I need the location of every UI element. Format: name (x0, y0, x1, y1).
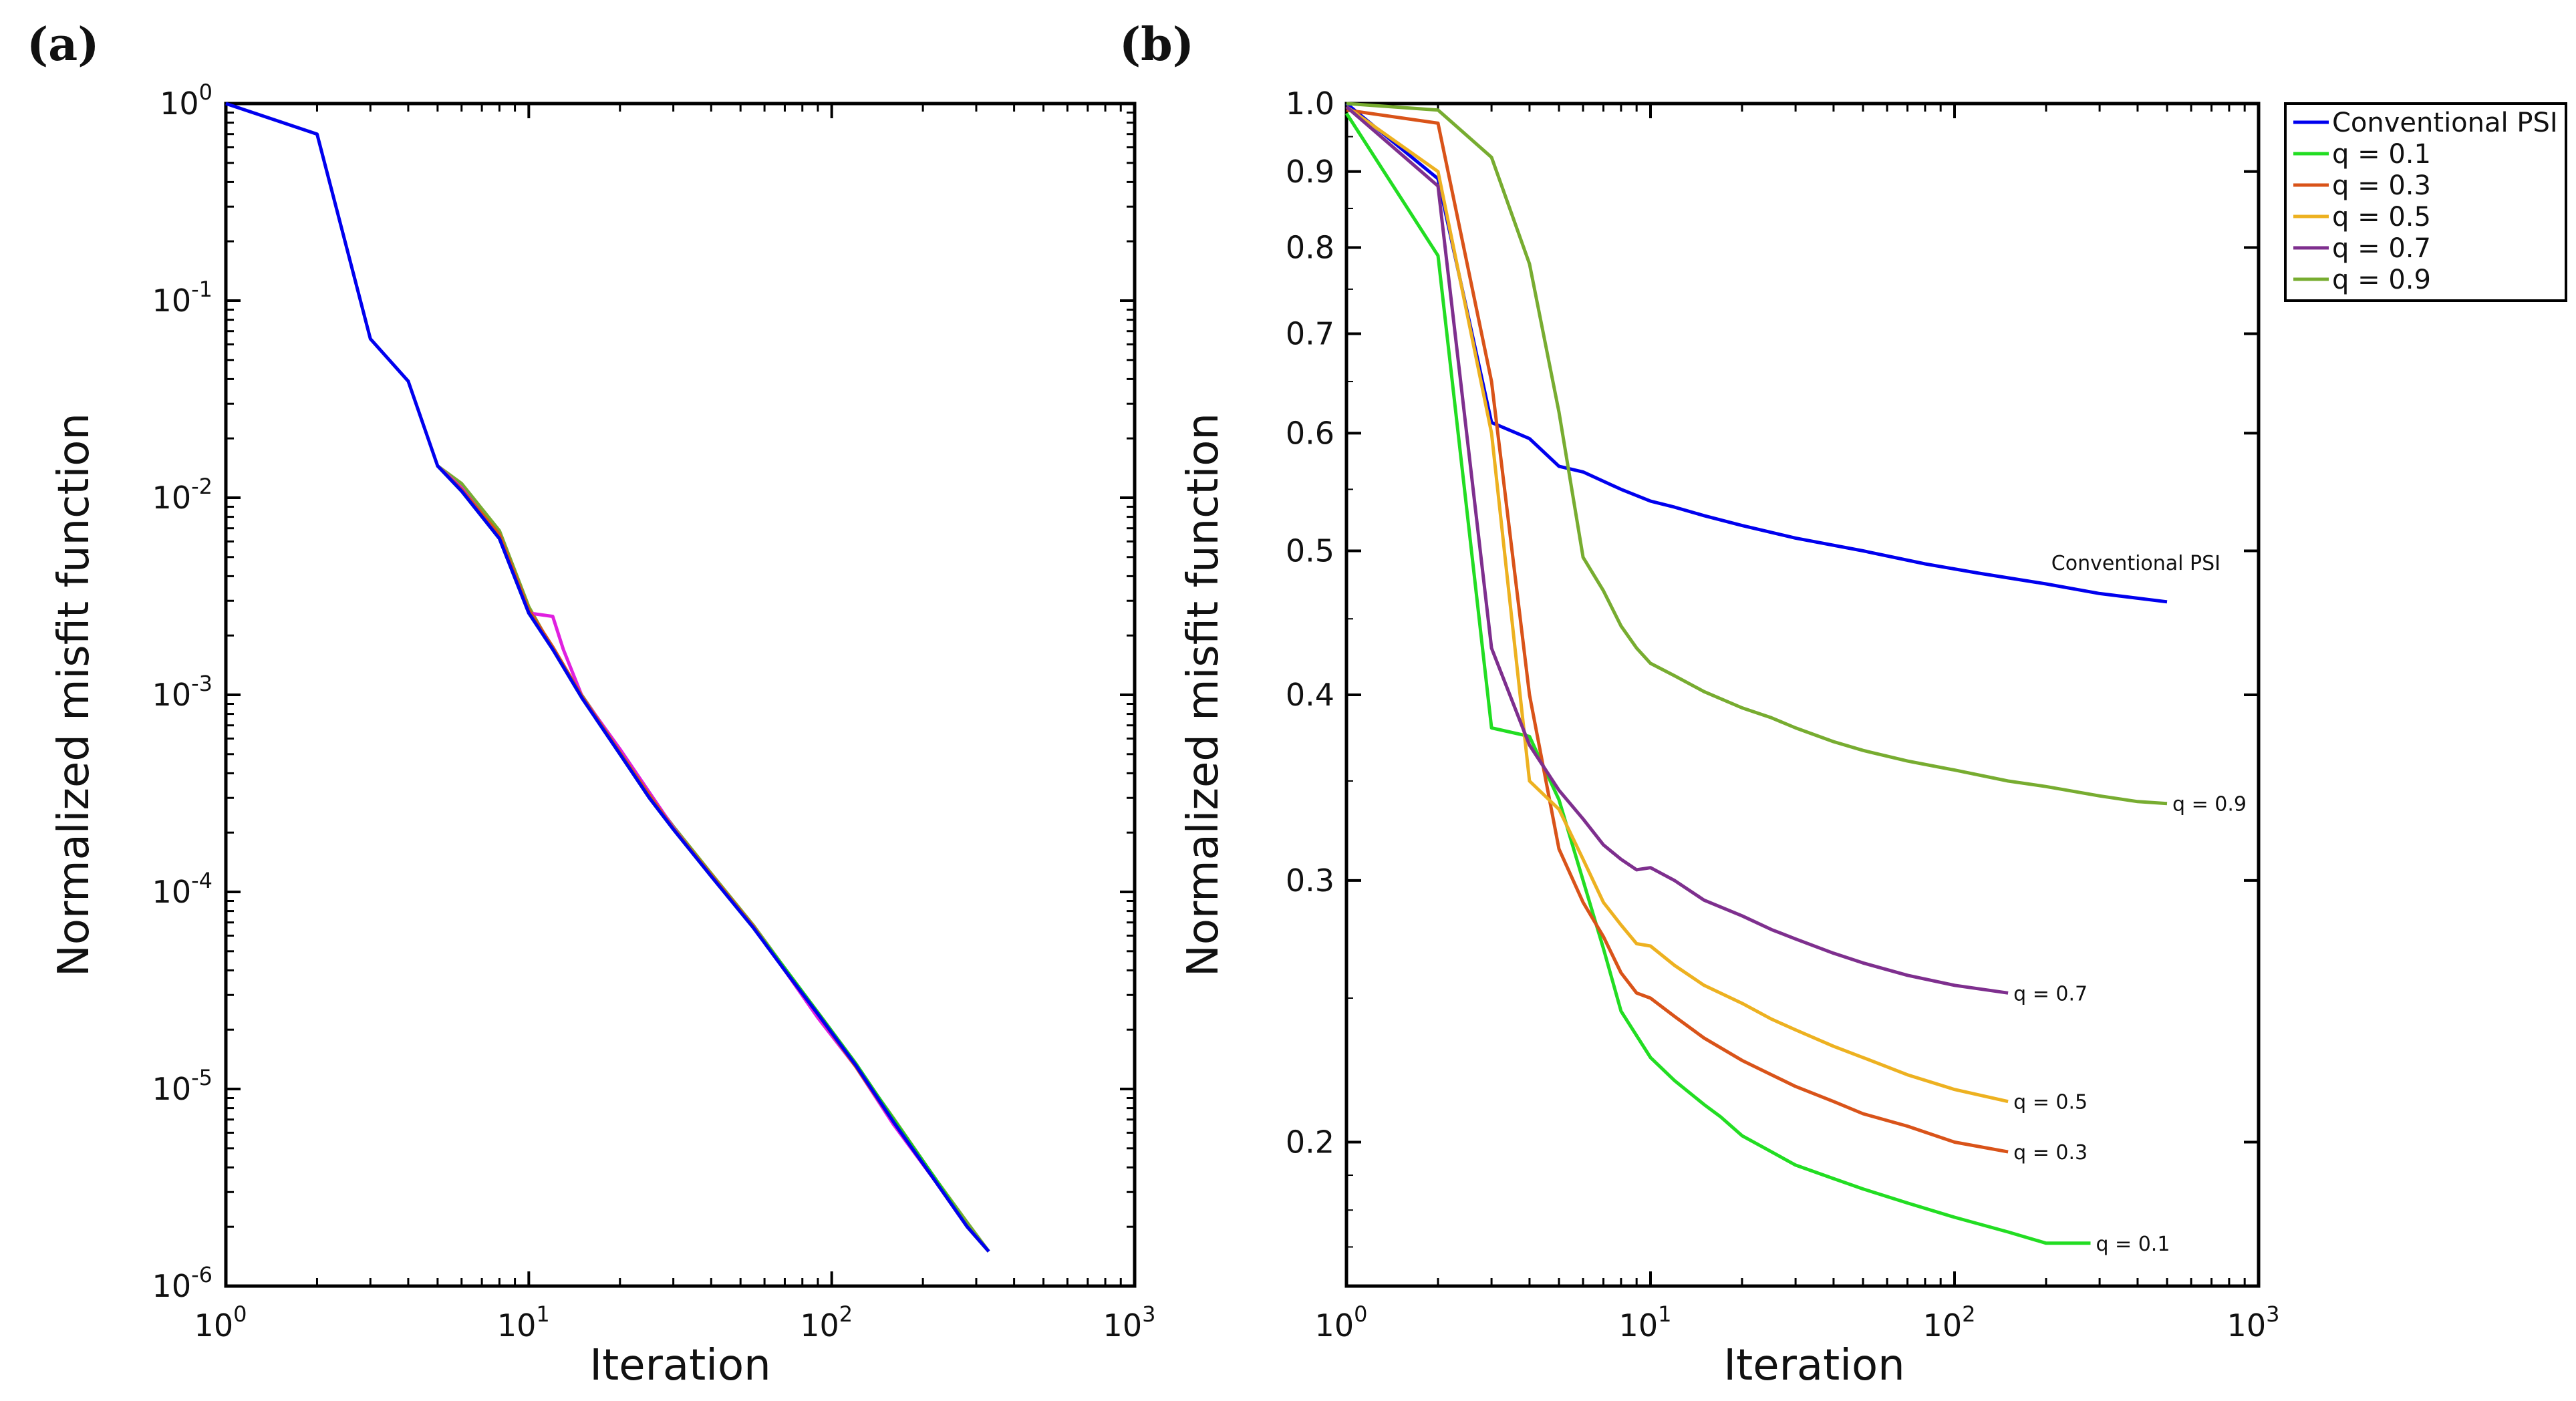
x-tick-exp: 0 (233, 1301, 247, 1327)
legend-entry: q = 0.5 (2332, 202, 2431, 232)
legend-entry: q = 0.7 (2332, 233, 2431, 264)
y-tick-exp: -1 (191, 277, 212, 302)
x-axis-label-b: Iteration (1723, 1341, 1904, 1390)
series-b (1344, 102, 2168, 1245)
series-end-label: q = 0.7 (2013, 982, 2088, 1005)
y-tick-exp: -5 (191, 1065, 212, 1090)
y-tick-exp: -2 (191, 474, 212, 499)
x-tick-base: 10 (2227, 1307, 2267, 1344)
x-tick-label: 100 (194, 1301, 247, 1344)
x-tick-exp: 2 (839, 1301, 853, 1327)
y-tick-base: 10 (152, 283, 192, 319)
x-tick-label: 101 (497, 1301, 550, 1344)
x-tick-exp: 0 (1354, 1301, 1367, 1327)
x-tick-label: 102 (1923, 1301, 1976, 1344)
y-axis-label-b: Normalized misfit function (1179, 413, 1228, 977)
y-tick-base: 10 (152, 1268, 192, 1304)
x-tick-exp: 1 (1658, 1301, 1671, 1327)
y-tick-label: 1.0 (1286, 86, 1334, 122)
plot-b: 100 101 102 103 1.00.90.80.70.60.50.40.30.2… (1286, 86, 2280, 1344)
y-tick-label: 0.2 (1286, 1124, 1334, 1160)
end-labels-b: Conventional PSI q = 0.1 q = 0.3 q = 0.5 q =… (2013, 552, 2247, 1256)
y-tick-base: 10 (152, 874, 192, 910)
x-axis-label-a: Iteration (589, 1341, 770, 1390)
x-tick-label: 100 (1315, 1301, 1368, 1344)
y-tick-label: 10-3 (152, 671, 212, 713)
panel-label-b: (b) (1119, 18, 1194, 71)
x-tick-label: 103 (2227, 1301, 2280, 1344)
x-tick-base: 10 (1923, 1307, 1963, 1344)
x-tick-label: 102 (800, 1301, 853, 1344)
y-tick-base: 10 (152, 677, 192, 713)
series-a (225, 102, 990, 1253)
y-tick-label: 0.6 (1286, 415, 1334, 451)
plot-area-a (224, 102, 1137, 1288)
panel-label-a: (a) (27, 18, 99, 71)
series-line (1346, 102, 2168, 806)
y-axis-label-a: Normalized misfit function (49, 413, 99, 977)
x-tick-label: 103 (1103, 1301, 1156, 1344)
y-tick-exp: 0 (199, 80, 212, 105)
series-end-label: q = 0.5 (2013, 1091, 2088, 1114)
x-ticks-a: 100 101 102 103 (194, 104, 1156, 1344)
series-end-label: q = 0.1 (2096, 1233, 2170, 1256)
y-tick-label: 10-1 (152, 277, 212, 319)
series-line (1344, 112, 2091, 1245)
x-tick-base: 10 (194, 1307, 234, 1344)
y-tick-exp: -4 (191, 868, 212, 893)
series-line (1345, 102, 2168, 604)
x-tick-base: 10 (1619, 1307, 1659, 1344)
plot-area-b (1344, 102, 2261, 1288)
y-tick-label: 10-4 (152, 868, 212, 910)
series-line (1346, 108, 2009, 1154)
series-end-label: Conventional PSI (2051, 552, 2221, 575)
y-tick-label: 100 (160, 80, 212, 122)
series-end-label: q = 0.9 (2172, 793, 2247, 816)
x-tick-base: 10 (1103, 1307, 1143, 1344)
legend-entry: q = 0.1 (2332, 139, 2431, 170)
x-ticks-b: 100 101 102 103 (1315, 104, 2280, 1344)
y-tick-label: 0.4 (1286, 677, 1334, 713)
y-tick-base: 10 (152, 1071, 192, 1107)
x-tick-exp: 1 (536, 1301, 549, 1327)
legend-entry: q = 0.9 (2332, 265, 2431, 295)
x-tick-exp: 3 (1142, 1301, 1155, 1327)
y-tick-exp: -6 (191, 1262, 212, 1287)
y-tick-label: 0.8 (1286, 230, 1334, 266)
y-tick-label: 0.9 (1286, 154, 1334, 190)
legend-entry: q = 0.3 (2332, 170, 2431, 201)
series-line (1345, 105, 2009, 1104)
y-tick-exp: -3 (191, 671, 212, 696)
y-tick-label: 10-5 (152, 1065, 212, 1107)
y-tick-base: 10 (152, 480, 192, 516)
y-tick-label: 0.3 (1286, 863, 1334, 899)
series-end-label: q = 0.3 (2013, 1141, 2088, 1164)
series-line (1345, 105, 2009, 995)
x-tick-base: 10 (497, 1307, 537, 1344)
x-tick-base: 10 (1315, 1307, 1354, 1344)
y-tick-label: 0.7 (1286, 315, 1334, 351)
y-ticks-b: 1.0 0.9 0.8 0.7 0.6 0.5 0.4 0.3 0.2 (1286, 86, 2259, 1248)
y-tick-label: 10-2 (152, 474, 212, 516)
legend-box (2284, 102, 2567, 302)
y-tick-base: 10 (160, 86, 199, 122)
x-tick-label: 101 (1619, 1301, 1672, 1344)
x-tick-exp: 2 (1962, 1301, 1975, 1327)
x-tick-exp: 3 (2266, 1301, 2279, 1327)
y-tick-label: 10-6 (152, 1262, 212, 1304)
x-tick-base: 10 (800, 1307, 839, 1344)
series-line (225, 102, 990, 1253)
y-tick-label: 0.5 (1286, 532, 1334, 569)
legend-entry: Conventional PSI (2332, 108, 2558, 138)
